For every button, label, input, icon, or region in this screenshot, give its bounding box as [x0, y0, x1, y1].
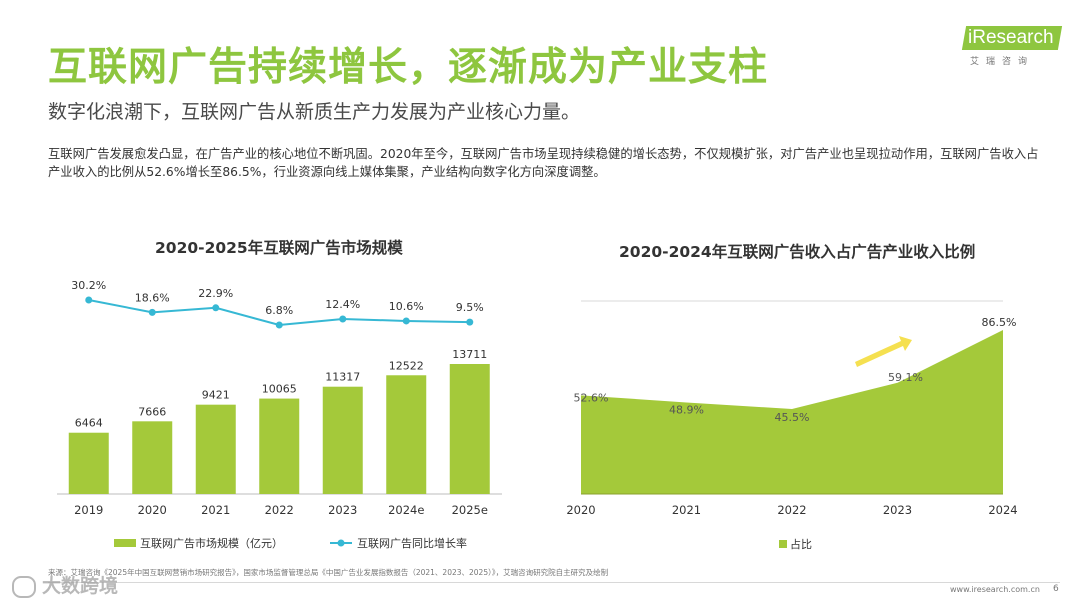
market-size-bar [322, 386, 363, 494]
growth-rate-label: 30.2% [71, 279, 106, 292]
logo-subtitle: 艾瑞咨询 [970, 57, 1035, 67]
share-value-label: 59.1% [888, 371, 923, 384]
x-tick-label: 2019 [74, 503, 103, 517]
x-tick-label: 2020 [566, 503, 595, 517]
growth-rate-label: 22.9% [198, 287, 233, 300]
x-tick-label: 2022 [777, 503, 806, 517]
x-tick-label: 2024e [388, 503, 424, 517]
share-value-label: 45.5% [775, 411, 810, 424]
page-title: 互联网广告持续增长，逐渐成为产业支柱 [48, 45, 769, 90]
growth-rate-point [466, 318, 474, 326]
iresearch-logo: iResearch 艾瑞咨询 [961, 26, 1062, 67]
legend-share-swatch [779, 540, 787, 548]
growth-rate-label: 6.8% [265, 304, 293, 317]
intro-paragraph: 互联网广告发展愈发凸显，在广告产业的核心地位不断巩固。2020年至今，互联网广告… [48, 147, 1039, 179]
market-size-bar [195, 404, 236, 494]
share-area [581, 330, 1003, 494]
x-tick-label: 2021 [672, 503, 701, 517]
bar-value-label: 6464 [75, 417, 103, 430]
x-tick-label: 2022 [265, 503, 294, 517]
source-note: 来源：艾瑞咨询《2025年中国互联网营销市场研究报告》，国家市场监督管理总局《中… [48, 568, 609, 577]
watermark-logo-icon [12, 575, 36, 598]
bar-value-label: 12522 [389, 359, 424, 372]
growth-rate-point [275, 321, 283, 329]
growth-rate-label: 10.6% [389, 300, 424, 313]
page-number: 6 [1053, 584, 1059, 594]
legend-share-label: 占比 [790, 537, 812, 551]
share-value-label: 86.5% [982, 316, 1017, 329]
growth-rate-point [212, 304, 220, 312]
growth-rate-point [339, 315, 347, 323]
x-tick-label: 2021 [201, 503, 230, 517]
bar-chart-title: 2020-2025年互联网广告市场规模 [155, 239, 403, 257]
legend-bar-label: 互联网广告市场规模（亿元） [140, 536, 283, 550]
market-size-bar [449, 364, 490, 494]
watermark: 大数跨境 [12, 571, 118, 598]
market-size-bar [132, 421, 173, 494]
share-value-label: 48.9% [669, 403, 704, 416]
bar-value-label: 13711 [452, 348, 487, 361]
growth-rate-point [148, 308, 156, 316]
bar-value-label: 10065 [262, 383, 297, 396]
legend-line-label: 互联网广告同比增长率 [357, 536, 467, 550]
market-size-bar [68, 432, 109, 494]
x-tick-label: 2020 [138, 503, 167, 517]
growth-rate-label: 9.5% [456, 301, 484, 314]
footer-divider [48, 582, 1060, 583]
growth-rate-point [85, 296, 93, 304]
growth-rate-label: 12.4% [325, 298, 360, 311]
bar-value-label: 9421 [202, 389, 230, 402]
x-tick-label: 2023 [328, 503, 357, 517]
footer-url[interactable]: www.iresearch.com.cn [950, 585, 1040, 594]
share-value-label: 52.6% [574, 391, 609, 404]
bar-value-label: 7666 [138, 405, 166, 418]
x-tick-label: 2025e [452, 503, 488, 517]
legend-line-dot [337, 539, 345, 547]
area-chart-title: 2020-2024年互联网广告收入占广告产业收入比例 [619, 243, 976, 261]
market-size-bar [386, 375, 427, 494]
trend-arrow-icon [855, 336, 912, 367]
bar-value-label: 11317 [325, 371, 360, 384]
watermark-text: 大数跨境 [42, 575, 119, 597]
page-subtitle: 数字化浪潮下，互联网广告从新质生产力发展为产业核心力量。 [48, 101, 581, 123]
x-tick-label: 2024 [988, 503, 1017, 517]
market-size-bar [259, 398, 300, 494]
x-tick-label: 2023 [883, 503, 912, 517]
growth-rate-point [402, 317, 410, 325]
growth-rate-label: 18.6% [135, 291, 170, 304]
legend-bar-swatch [114, 539, 136, 547]
